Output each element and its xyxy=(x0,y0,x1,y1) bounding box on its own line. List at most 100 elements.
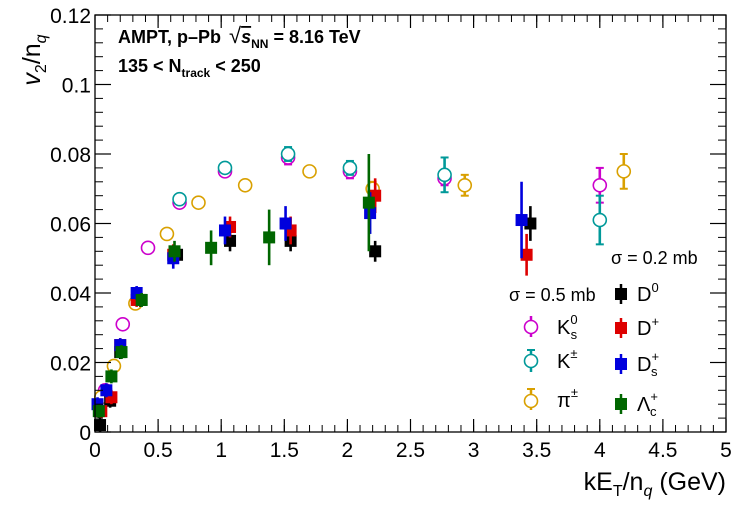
legend-label-K0s-base: K xyxy=(557,317,571,339)
annotation-s: s xyxy=(241,27,251,47)
y-axis-title: v2/nq xyxy=(18,34,50,85)
y-tick-label: 0.04 xyxy=(50,283,91,306)
legend-label-Ds: D+ s xyxy=(637,349,659,379)
x-tick-label: 1.5 xyxy=(270,439,299,462)
y-axis-title-v: v xyxy=(18,72,46,86)
data-point-pi xyxy=(159,226,175,242)
legend-label-Lc-sub: c xyxy=(650,404,657,419)
x-axis-title: kET/nq (GeV) xyxy=(584,468,726,500)
data-point-Dp xyxy=(520,248,533,261)
data-point-D0 xyxy=(369,245,382,258)
data-point-Lc xyxy=(105,370,118,383)
x-tick-label: 1 xyxy=(215,439,227,462)
annotation-multiplicity: 135 < Ntrack < 250 xyxy=(118,56,261,80)
x-axis-title-unit: (GeV) xyxy=(652,468,726,496)
x-axis-title-subT: T xyxy=(613,483,623,500)
annotation-track: track xyxy=(182,66,211,80)
legend-marker-pi xyxy=(523,393,539,409)
data-point-K0s xyxy=(592,177,608,193)
x-axis-title-k: kE xyxy=(584,468,613,496)
data-point-K0s xyxy=(140,240,156,256)
legend-label-D0-base: D xyxy=(637,284,651,306)
data-point-Lc xyxy=(205,241,218,254)
legend-label-Ds-sup: + xyxy=(651,349,659,364)
legend-label-Ds-sub: s xyxy=(651,364,658,379)
legend-label-Kpm-base: K xyxy=(557,351,571,373)
legend-label-K0s: K0 s xyxy=(557,312,578,342)
data-point-Lc xyxy=(135,293,148,306)
y-tick-label: 0.06 xyxy=(50,214,91,237)
data-point-Lc xyxy=(168,245,181,258)
legend-header-0.5mb: σ = 0.5 mb xyxy=(509,285,596,305)
legend-label-K0s-sub: s xyxy=(571,327,578,342)
legend-entry-Ds: D+ s xyxy=(615,349,659,379)
series-Ds xyxy=(91,181,528,412)
annotation-system: AMPT, p–Pb √sNN = 8.16 TeV xyxy=(118,23,361,51)
data-point-Kpm xyxy=(280,146,296,162)
series-Kpm xyxy=(172,146,608,246)
legend-marker-Ds xyxy=(615,358,627,370)
x-tick-label: 0.5 xyxy=(143,439,172,462)
data-point-Ds xyxy=(100,384,113,397)
data-point-Kpm xyxy=(217,160,233,176)
data-point-Lc xyxy=(115,346,128,359)
legend-label-Lc-sup: + xyxy=(650,389,658,404)
legend-entry-Dplus: D+ xyxy=(615,314,659,340)
y-tick-label: 0.12 xyxy=(50,5,91,28)
legend-entry-K0s: K0 s xyxy=(523,312,578,342)
ticks: 0 0.5 1 1.5 2 2.5 3 3.5 4 4.5 5 0 0.02 0.04 0.06 0.08 0.… xyxy=(50,5,732,462)
y-tick-label: 0.02 xyxy=(50,353,91,376)
annotation-nn: NN xyxy=(251,37,268,51)
legend-marker-K0s xyxy=(523,319,539,335)
data-point-pi xyxy=(237,177,253,193)
legend-label-pi: π± xyxy=(557,385,578,412)
data-point-pi xyxy=(616,164,632,179)
x-tick-label: 4 xyxy=(594,439,606,462)
legend-header-0.2mb: σ = 0.2 mb xyxy=(611,248,698,268)
data-point-Ds xyxy=(279,217,292,230)
data-point-Ds xyxy=(515,214,528,227)
legend-label-Kpm-sup: ± xyxy=(570,346,577,361)
x-tick-label: 3.5 xyxy=(522,439,551,462)
data-point-Kpm xyxy=(342,160,358,176)
legend-entry-pi: π± xyxy=(523,385,578,412)
data-point-Ds xyxy=(218,224,231,237)
y-tick-label: 0 xyxy=(79,422,91,445)
legend-marker-Dplus xyxy=(615,322,627,334)
annotation-mult-prefix: 135 < N xyxy=(118,56,182,76)
annotation-mult-suffix: < 250 xyxy=(210,56,261,76)
legend-label-Kpm: K± xyxy=(557,346,577,373)
legend-label-pi-sup: ± xyxy=(571,385,578,400)
data-point-Lc xyxy=(263,231,276,244)
annotation-energy: = 8.16 TeV xyxy=(268,27,360,47)
data-point-Kpm xyxy=(592,212,608,228)
x-tick-label: 0 xyxy=(89,439,101,462)
x-tick-label: 2.5 xyxy=(396,439,425,462)
data-point-pi xyxy=(191,195,206,210)
legend-label-D0: D0 xyxy=(637,280,659,306)
legend-marker-Kpm xyxy=(523,353,539,369)
x-axis-title-slash: /n xyxy=(623,468,644,496)
x-tick-label: 5 xyxy=(720,439,732,462)
data-marks xyxy=(91,146,632,432)
legend-label-pi-base: π xyxy=(557,390,571,412)
legend-label-Dplus: D+ xyxy=(637,314,659,340)
legend-label-Lc-base: Λ xyxy=(637,394,651,416)
data-point-Lc xyxy=(362,196,375,209)
annotation-system-prefix: AMPT, p–Pb xyxy=(118,27,221,47)
x-tick-label: 3 xyxy=(468,439,480,462)
legend-label-Dplus-base: D xyxy=(637,318,651,340)
legend-label-D0-sup: 0 xyxy=(651,280,658,295)
legend-entry-D0: D0 xyxy=(615,280,659,306)
data-point-Lc xyxy=(92,405,105,418)
legend-entry-Kpm: K± xyxy=(523,346,577,373)
legend-label-Lc: Λ+ c xyxy=(637,389,658,419)
data-point-pi xyxy=(457,177,473,193)
x-tick-label: 2 xyxy=(342,439,354,462)
legend-label-K0s-sup: 0 xyxy=(570,312,577,327)
legend-marker-Lc xyxy=(615,398,627,410)
legend: σ = 0.2 mb σ = 0.5 mb D0 K0 s D+ K± xyxy=(509,248,698,419)
annotation-sqrt: √ xyxy=(229,23,242,48)
series-Lc xyxy=(92,154,375,419)
